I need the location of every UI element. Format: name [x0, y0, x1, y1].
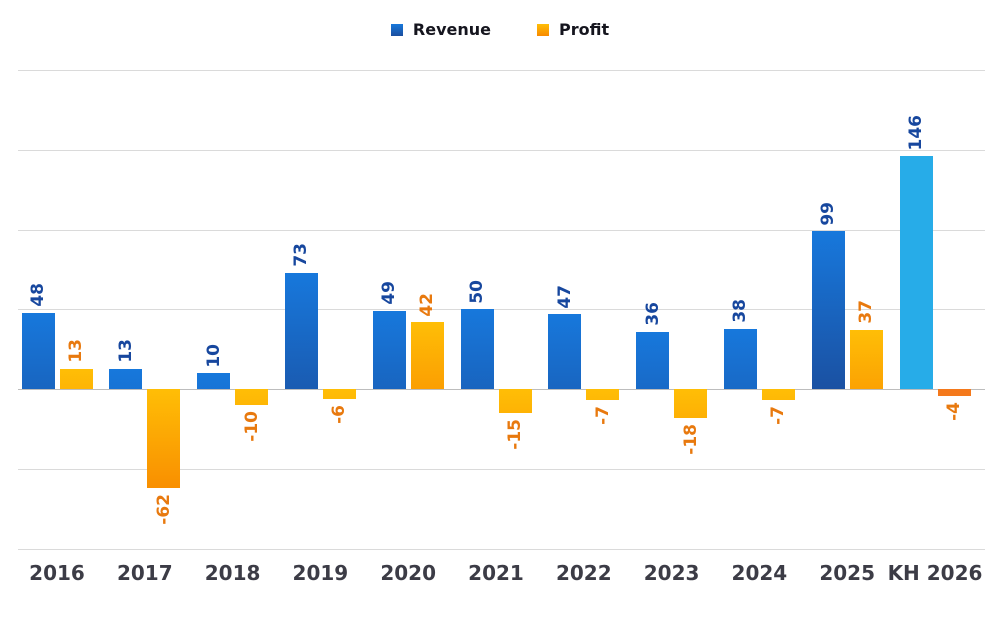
value-label-profit-2016: 13 [66, 338, 86, 363]
bar-profit-2021 [498, 389, 532, 414]
gridline [18, 149, 985, 151]
gridline [18, 469, 985, 470]
value-label-revenue-2024: 38 [730, 298, 751, 323]
value-label-revenue-2019: 73 [291, 243, 312, 267]
bar-profit-2016 [59, 368, 93, 390]
bar-profit-2025 [849, 330, 883, 390]
legend-item-revenue: Revenue [390, 20, 491, 39]
value-label-profit-2017: -62 [153, 494, 174, 525]
value-label-profit-2022: -7 [592, 406, 613, 426]
x-axis-label-2019: 2019 [292, 561, 349, 585]
bar-profit-kh-2026 [937, 389, 971, 396]
gridline [18, 229, 985, 231]
bar-revenue-2018 [197, 373, 231, 390]
x-axis-label-2024: 2024 [731, 561, 788, 585]
value-label-profit-kh-2026: -4 [944, 401, 964, 421]
x-axis-label-2022: 2022 [555, 561, 612, 585]
bar-profit-2023 [674, 389, 708, 418]
gridline [18, 70, 985, 71]
x-axis-label-2025: 2025 [819, 561, 876, 585]
bar-revenue-2019 [284, 272, 318, 390]
legend-item-profit: Profit [536, 20, 610, 39]
x-axis-label-2018: 2018 [204, 561, 261, 585]
x-axis-label-2021: 2021 [468, 561, 524, 585]
value-label-profit-2024: -7 [768, 406, 789, 426]
bar-profit-2018 [235, 389, 269, 406]
bar-profit-2017 [147, 389, 181, 489]
chart-legend: Revenue Profit [0, 20, 1000, 39]
bar-revenue-2017 [109, 368, 143, 390]
value-label-profit-2020: 42 [417, 292, 438, 317]
value-label-revenue-2023: 36 [642, 302, 663, 326]
value-label-profit-2021: -15 [505, 419, 525, 450]
gridline [18, 548, 985, 550]
x-axis-label-2016: 2016 [29, 561, 85, 585]
value-label-profit-2018: -10 [241, 411, 262, 442]
profit-swatch-icon [536, 23, 549, 36]
x-axis-label-kh-2026: KH 2026 [887, 561, 983, 585]
value-label-revenue-2020: 49 [379, 281, 400, 305]
bar-profit-2019 [322, 389, 356, 399]
bar-profit-2024 [761, 389, 795, 401]
bar-revenue-2022 [548, 314, 582, 390]
x-axis-label-2020: 2020 [380, 561, 437, 585]
revenue-swatch-icon [390, 23, 403, 36]
legend-label-revenue: Revenue [412, 20, 491, 39]
value-label-revenue-2021: 50 [467, 279, 487, 304]
bar-profit-2022 [586, 389, 620, 401]
value-label-revenue-2017: 13 [115, 338, 136, 363]
x-axis-label-2017: 2017 [116, 561, 173, 585]
bar-revenue-kh-2026 [899, 156, 933, 390]
gridline [18, 309, 985, 311]
value-label-revenue-kh-2026: 146 [906, 114, 926, 151]
value-label-revenue-2022: 47 [554, 284, 575, 309]
value-label-profit-2019: -6 [329, 404, 350, 424]
bar-revenue-2025 [811, 231, 845, 390]
bar-revenue-2016 [21, 312, 55, 390]
x-axis-label-2023: 2023 [643, 561, 700, 585]
bar-profit-2020 [410, 322, 444, 390]
value-label-revenue-2018: 10 [203, 343, 224, 368]
bar-revenue-2020 [372, 311, 406, 390]
value-label-revenue-2016: 48 [28, 282, 48, 307]
value-label-profit-2023: -18 [680, 423, 701, 455]
bar-revenue-2024 [723, 328, 757, 390]
bar-revenue-2021 [460, 309, 494, 390]
bar-revenue-2023 [636, 331, 670, 390]
value-label-profit-2025: 37 [856, 300, 877, 325]
value-label-revenue-2025: 99 [818, 201, 839, 226]
legend-label-profit: Profit [558, 20, 610, 39]
